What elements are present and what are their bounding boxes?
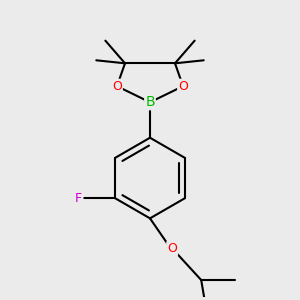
Text: B: B <box>145 95 155 109</box>
Text: O: O <box>178 80 188 93</box>
Text: O: O <box>112 80 122 93</box>
Text: F: F <box>75 192 82 205</box>
Text: O: O <box>167 242 177 255</box>
